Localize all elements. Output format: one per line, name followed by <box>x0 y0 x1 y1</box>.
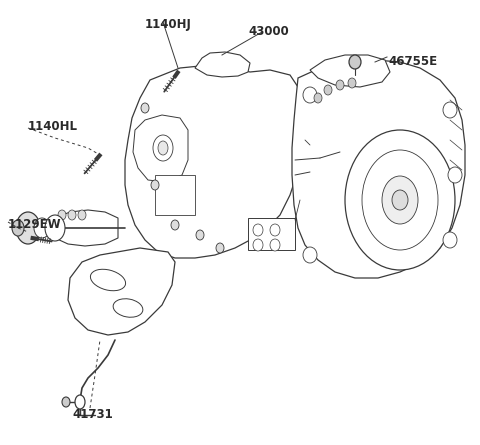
Ellipse shape <box>253 239 263 251</box>
Ellipse shape <box>78 210 86 220</box>
Ellipse shape <box>151 180 159 190</box>
Ellipse shape <box>336 80 344 90</box>
Ellipse shape <box>75 395 85 409</box>
Ellipse shape <box>12 220 24 236</box>
Polygon shape <box>155 175 195 215</box>
Text: 46755E: 46755E <box>388 55 437 68</box>
Ellipse shape <box>253 224 263 236</box>
Ellipse shape <box>113 299 143 317</box>
Ellipse shape <box>303 87 317 103</box>
Ellipse shape <box>443 232 457 248</box>
Ellipse shape <box>382 176 418 224</box>
Polygon shape <box>292 60 465 278</box>
Ellipse shape <box>443 102 457 118</box>
Polygon shape <box>68 248 175 335</box>
Ellipse shape <box>141 103 149 113</box>
Ellipse shape <box>90 269 126 291</box>
Text: 43000: 43000 <box>248 25 289 38</box>
Ellipse shape <box>62 397 70 407</box>
Ellipse shape <box>345 130 455 270</box>
Text: 1140HJ: 1140HJ <box>145 18 192 31</box>
Text: 1140HL: 1140HL <box>28 120 78 133</box>
Ellipse shape <box>314 93 322 103</box>
Ellipse shape <box>362 150 438 250</box>
Ellipse shape <box>270 224 280 236</box>
Ellipse shape <box>45 215 65 241</box>
Ellipse shape <box>324 85 332 95</box>
Ellipse shape <box>270 239 280 251</box>
Ellipse shape <box>34 218 50 238</box>
Polygon shape <box>125 65 305 258</box>
Ellipse shape <box>349 55 361 69</box>
Text: 41731: 41731 <box>72 408 113 421</box>
Ellipse shape <box>348 78 356 88</box>
Text: 1129EW: 1129EW <box>8 218 61 231</box>
Polygon shape <box>310 55 390 87</box>
Ellipse shape <box>153 135 173 161</box>
Ellipse shape <box>171 220 179 230</box>
Ellipse shape <box>392 190 408 210</box>
Ellipse shape <box>448 167 462 183</box>
Ellipse shape <box>158 141 168 155</box>
Ellipse shape <box>216 243 224 253</box>
Polygon shape <box>248 218 295 250</box>
Ellipse shape <box>68 210 76 220</box>
Ellipse shape <box>350 56 360 68</box>
Polygon shape <box>133 115 188 182</box>
Ellipse shape <box>303 247 317 263</box>
Ellipse shape <box>16 212 40 244</box>
Polygon shape <box>195 52 250 77</box>
Ellipse shape <box>58 210 66 220</box>
Polygon shape <box>55 210 118 246</box>
Ellipse shape <box>196 230 204 240</box>
